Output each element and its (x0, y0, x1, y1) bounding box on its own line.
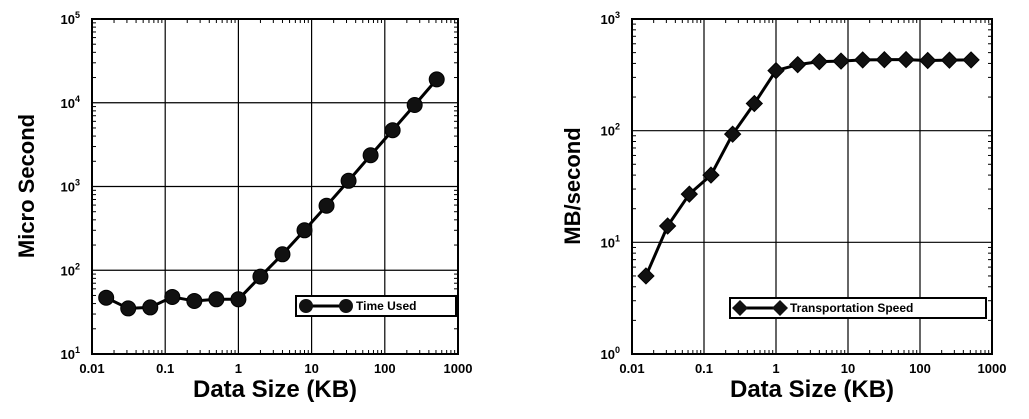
data-point-marker (658, 217, 677, 235)
data-point-marker (745, 94, 764, 113)
data-point-marker (384, 122, 401, 139)
data-point-marker (340, 172, 357, 189)
data-point-marker (853, 51, 872, 69)
data-point-marker (274, 246, 291, 263)
data-point-marker (832, 52, 850, 70)
y-tick-base: 10 (601, 124, 615, 139)
y-tick-base: 10 (61, 12, 75, 27)
x-axis-title: Data Size (KB) (193, 376, 357, 403)
data-point-marker (875, 50, 894, 69)
y-tick-exponent: 0 (615, 345, 620, 355)
y-tick-label: 101 (601, 233, 620, 250)
legend-box (295, 295, 457, 317)
data-point-marker (962, 51, 980, 69)
data-point-marker (164, 288, 181, 305)
data-point-marker (296, 222, 313, 239)
data-point-marker (406, 97, 423, 114)
data-point-marker (428, 71, 445, 88)
y-tick-exponent: 1 (615, 233, 620, 243)
x-tick-label: 0.1 (156, 361, 174, 376)
y-tick-base: 10 (61, 347, 75, 362)
y-tick-exponent: 5 (75, 10, 80, 20)
x-tick-label: 0.01 (79, 361, 104, 376)
data-point-marker (230, 291, 247, 308)
y-tick-base: 10 (601, 235, 615, 250)
legend: Transportation Speed (729, 297, 987, 319)
data-point-marker (120, 300, 137, 317)
x-tick-label: 1000 (978, 361, 1007, 376)
y-tick-exponent: 1 (75, 345, 80, 355)
data-point-marker (318, 197, 335, 214)
y-tick-base: 10 (61, 180, 75, 195)
x-tick-label: 100 (374, 361, 396, 376)
x-tick-label: 10 (304, 361, 318, 376)
y-axis-title: Micro Second (14, 114, 39, 258)
data-point-marker (810, 52, 829, 71)
x-tick-label: 1000 (444, 361, 473, 376)
data-point-marker (788, 55, 807, 74)
y-tick-exponent: 3 (75, 178, 80, 188)
series-line (105, 78, 438, 310)
y-tick-label: 102 (61, 261, 80, 278)
y-tick-label: 101 (61, 345, 80, 362)
y-tick-label: 104 (61, 94, 80, 111)
plot-frame (91, 18, 459, 355)
legend-label: Time Used (356, 299, 416, 313)
legend-marker (772, 300, 788, 316)
y-tick-exponent: 2 (75, 261, 80, 271)
plot-frame (631, 18, 993, 355)
data-point-marker (702, 166, 720, 184)
y-tick-base: 10 (61, 263, 75, 278)
y-tick-label: 102 (601, 122, 620, 139)
data-point-marker (919, 51, 937, 70)
legend: Time Used (295, 295, 457, 317)
y-tick-exponent: 2 (615, 122, 620, 132)
series-line (644, 58, 972, 277)
y-axis-title: MB/second (560, 127, 585, 244)
data-point-marker (252, 268, 269, 285)
x-tick-label: 1 (235, 361, 242, 376)
data-point-marker (362, 147, 379, 164)
data-point-marker (767, 61, 785, 80)
legend-marker (299, 299, 313, 313)
x-tick-label: 1 (772, 361, 779, 376)
legend-box (729, 297, 987, 319)
x-axis-title: Data Size (KB) (730, 376, 894, 403)
y-tick-label: 100 (601, 345, 620, 362)
x-tick-label: 0.1 (695, 361, 713, 376)
data-point-marker (680, 185, 699, 203)
data-point-marker (940, 51, 959, 69)
y-tick-label: 103 (601, 10, 620, 27)
y-tick-base: 10 (61, 96, 75, 111)
y-tick-exponent: 4 (75, 94, 80, 104)
legend-marker (732, 300, 748, 316)
data-point-marker (897, 50, 915, 69)
y-tick-label: 105 (61, 10, 80, 27)
data-point-marker (142, 299, 159, 316)
x-tick-label: 0.01 (619, 361, 644, 376)
data-point-marker (637, 267, 655, 285)
data-point-marker (186, 292, 203, 309)
data-point-marker (98, 289, 115, 306)
y-tick-base: 10 (601, 12, 615, 27)
data-point-marker (208, 291, 225, 308)
y-tick-base: 10 (601, 347, 615, 362)
y-tick-exponent: 3 (615, 10, 620, 20)
legend-label: Transportation Speed (790, 301, 913, 315)
legend-marker (339, 299, 353, 313)
x-tick-label: 100 (909, 361, 931, 376)
data-point-marker (723, 125, 742, 143)
y-tick-label: 103 (61, 178, 80, 195)
x-tick-label: 10 (841, 361, 855, 376)
